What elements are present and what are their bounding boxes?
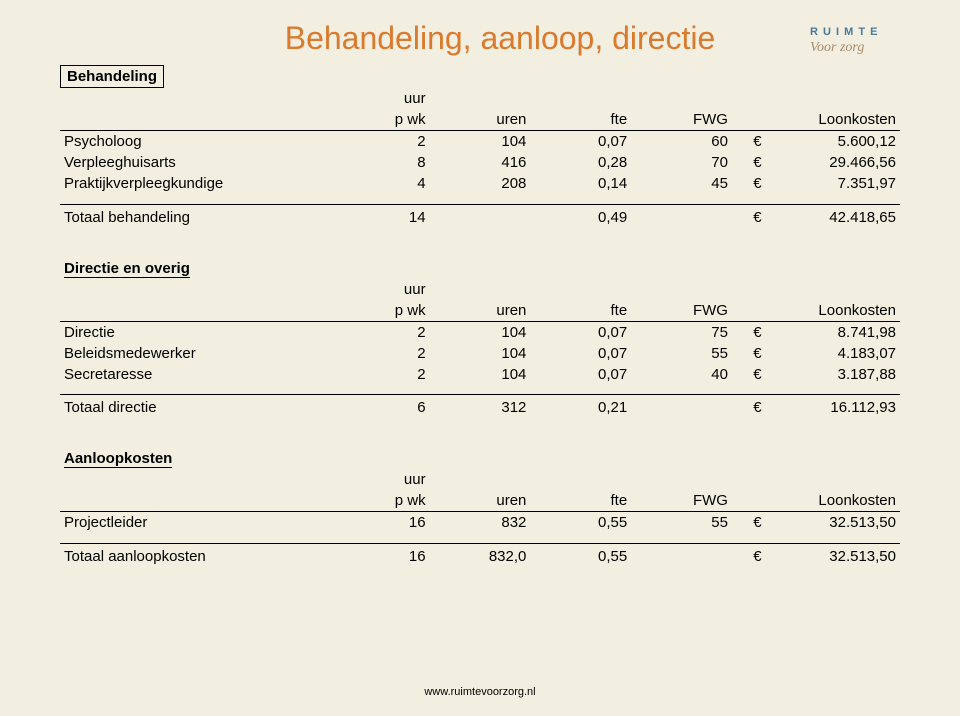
section-label: Behandeling xyxy=(60,65,164,88)
table-row: Directie 2 104 0,07 75 € 8.741,98 xyxy=(60,321,900,343)
logo-sub: Voor zorg xyxy=(810,40,910,56)
page-title: Behandeling, aanloop, directie xyxy=(100,20,900,57)
table-row: Verpleeghuisarts 8 416 0,28 70 € 29.466,… xyxy=(60,152,900,173)
section-label: Aanloopkosten xyxy=(64,450,172,468)
hdr-pwk: p wk xyxy=(329,109,430,131)
table-directie: Directie en overig uur p wk uren fte FWG… xyxy=(60,258,900,419)
section-aanloop: Aanloopkosten uur p wk uren fte FWG Loon… xyxy=(60,448,900,567)
section-directie: Directie en overig uur p wk uren fte FWG… xyxy=(60,258,900,419)
total-row: Totaal aanloopkosten 16 832,0 0,55 € 32.… xyxy=(60,543,900,567)
table-row: Psycholoog 2 104 0,07 60 € 5.600,12 xyxy=(60,131,900,153)
table-row: Praktijkverpleegkundige 4 208 0,14 45 € … xyxy=(60,173,900,194)
logo: R U I M T E Voor zorg xyxy=(810,26,910,56)
footer-url: www.ruimtevoorzorg.nl xyxy=(0,686,960,698)
section-label: Directie en overig xyxy=(64,260,190,278)
table-row: Projectleider 16 832 0,55 55 € 32.513,50 xyxy=(60,512,900,534)
total-row: Totaal directie 6 312 0,21 € 16.112,93 xyxy=(60,395,900,419)
logo-letters: R U I M T E xyxy=(810,26,910,38)
hdr-fte: fte xyxy=(530,109,631,131)
table-aanloop: Aanloopkosten uur p wk uren fte FWG Loon… xyxy=(60,448,900,567)
hdr-loon: Loonkosten xyxy=(766,109,900,131)
total-row: Totaal behandeling 14 0,49 € 42.418,65 xyxy=(60,204,900,228)
hdr-uur: uur xyxy=(329,88,430,109)
hdr-fwg: FWG xyxy=(631,109,732,131)
table-behandeling: uur p wk uren fte FWG Loonkosten Psychol… xyxy=(60,88,900,228)
table-row: Secretaresse 2 104 0,07 40 € 3.187,88 xyxy=(60,364,900,385)
section-behandeling: Behandeling uur p wk uren fte FWG Loonko… xyxy=(60,65,900,228)
hdr-uren: uren xyxy=(430,109,531,131)
table-row: Beleidsmedewerker 2 104 0,07 55 € 4.183,… xyxy=(60,343,900,364)
